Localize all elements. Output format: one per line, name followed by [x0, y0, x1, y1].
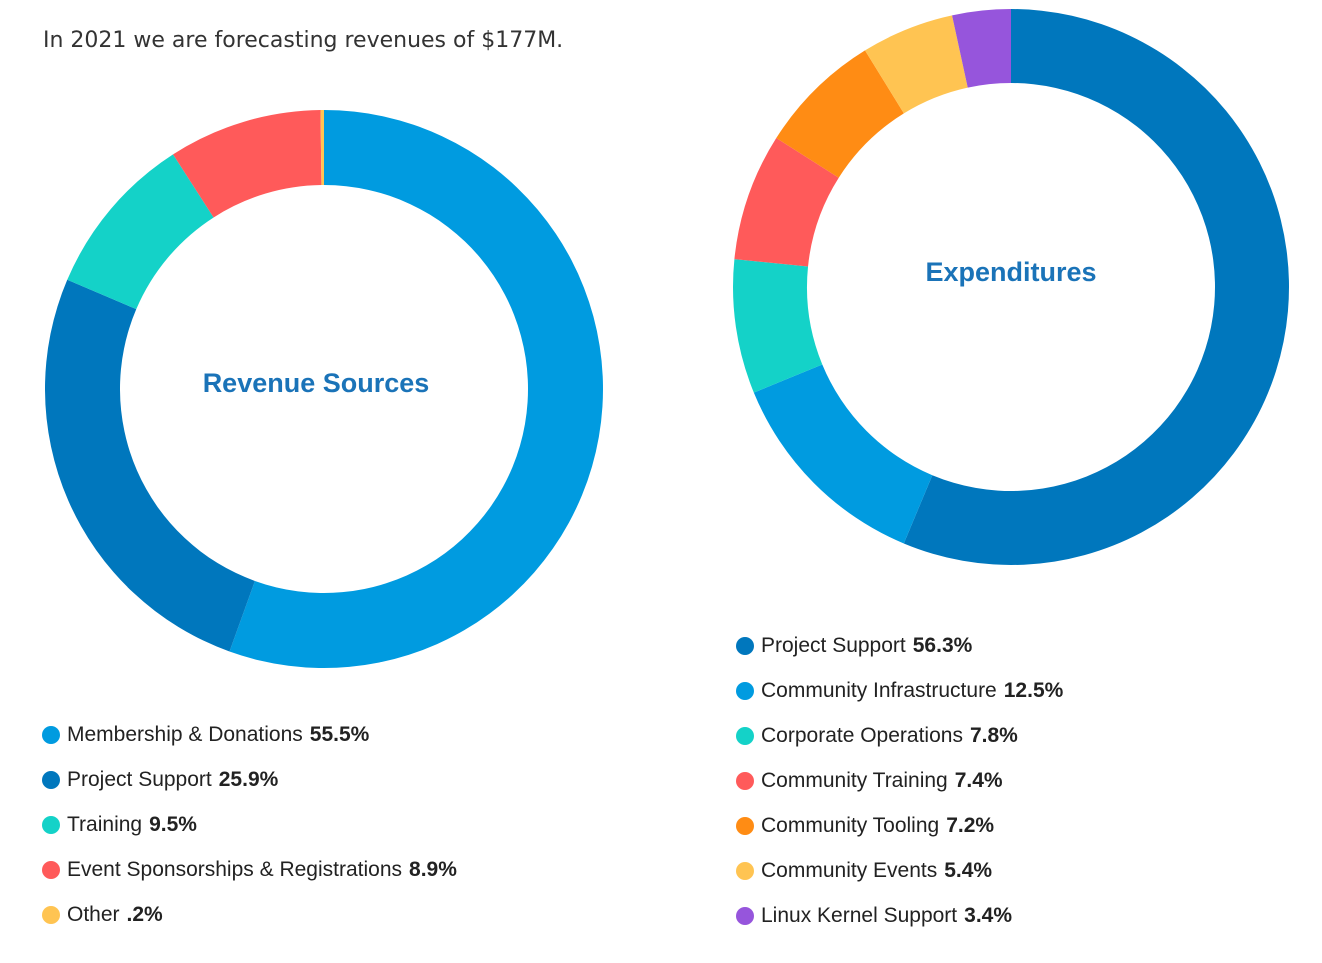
legend-swatch — [42, 770, 60, 789]
legend-label: Membership & Donations — [67, 722, 303, 746]
revenue-slice-0 — [229, 110, 604, 669]
legend-swatch — [736, 906, 754, 925]
revenue-chart-title: Revenue Sources — [203, 368, 430, 398]
legend-value: 9.5% — [149, 812, 197, 836]
expenditure-legend-item: Corporate Operations 7.8% — [736, 713, 1063, 758]
legend-value: .2% — [126, 902, 163, 926]
legend-value: 25.9% — [218, 767, 279, 791]
expenditure-legend-item: Linux Kernel Support 3.4% — [736, 893, 1063, 938]
revenue-slice-3 — [173, 110, 322, 218]
revenue-legend-item: Other .2% — [42, 892, 457, 937]
revenue-donut-chart: Revenue Sources — [44, 110, 604, 669]
legend-label: Community Training — [761, 768, 948, 792]
revenue-slice-4 — [320, 110, 324, 186]
legend-value: 5.4% — [944, 858, 993, 882]
expenditure-slice-4 — [776, 50, 904, 178]
legend-label: Corporate Operations — [761, 723, 963, 747]
expenditure-legend-item: Community Tooling 7.2% — [736, 803, 1063, 848]
legend-label: Project Support — [67, 767, 212, 791]
legend-swatch — [42, 725, 60, 744]
legend-value: 56.3% — [912, 633, 973, 657]
legend-swatch — [736, 726, 754, 745]
legend-swatch — [736, 771, 754, 790]
expenditure-legend-item: Community Events 5.4% — [736, 848, 1063, 893]
expenditure-slices — [733, 9, 1289, 565]
expenditure-legend-item: Community Training 7.4% — [736, 758, 1063, 803]
legend-value: 12.5% — [1003, 678, 1064, 702]
legend-swatch — [736, 681, 754, 700]
revenue-legend-item: Training 9.5% — [42, 802, 457, 847]
legend-value: 3.4% — [964, 903, 1013, 927]
expenditures-chart-title: Expenditures — [925, 257, 1096, 287]
revenue-legend-item: Membership & Donations 55.5% — [42, 712, 457, 757]
legend-swatch — [42, 815, 60, 834]
expenditures-legend: Project Support 56.3% Community Infrastruc… — [736, 623, 1063, 938]
legend-label: Linux Kernel Support — [761, 903, 958, 927]
legend-swatch — [42, 905, 60, 924]
revenue-slices — [44, 110, 604, 669]
legend-label: Training — [67, 812, 143, 836]
expenditure-slice-3 — [734, 138, 839, 267]
expenditures-donut-chart: Expenditures — [733, 9, 1289, 565]
legend-value: 7.4% — [954, 768, 1003, 792]
legend-label: Community Events — [761, 858, 938, 882]
legend-label: Event Sponsorships & Registrations — [67, 857, 403, 881]
legend-label: Community Tooling — [761, 813, 940, 837]
legend-label: Other — [67, 902, 120, 926]
expenditure-slice-1 — [753, 364, 933, 544]
expenditure-legend-item: Community Infrastructure 12.5% — [736, 668, 1063, 713]
legend-swatch — [736, 816, 754, 835]
expenditure-slice-6 — [952, 9, 1011, 88]
legend-swatch — [736, 861, 754, 880]
revenue-slice-1 — [44, 279, 255, 652]
legend-swatch — [42, 860, 60, 879]
legend-label: Project Support — [761, 633, 906, 657]
legend-value: 8.9% — [409, 857, 457, 881]
expenditure-legend-item: Project Support 56.3% — [736, 623, 1063, 668]
legend-value: 7.2% — [946, 813, 995, 837]
expenditure-slice-5 — [865, 15, 968, 114]
revenue-legend-item: Event Sponsorships & Registrations 8.9% — [42, 847, 457, 892]
intro-text: In 2021 we are forecasting revenues of $… — [43, 28, 564, 53]
expenditure-slice-2 — [733, 259, 823, 393]
revenue-legend-item: Project Support 25.9% — [42, 757, 457, 802]
legend-value: 7.8% — [969, 723, 1018, 747]
revenue-legend: Membership & Donations 55.5% Project Suppo… — [42, 712, 457, 937]
legend-swatch — [736, 636, 754, 655]
legend-label: Community Infrastructure — [761, 678, 997, 702]
legend-value: 55.5% — [309, 722, 370, 746]
revenue-slice-2 — [67, 154, 214, 310]
expenditure-slice-0 — [903, 9, 1289, 565]
